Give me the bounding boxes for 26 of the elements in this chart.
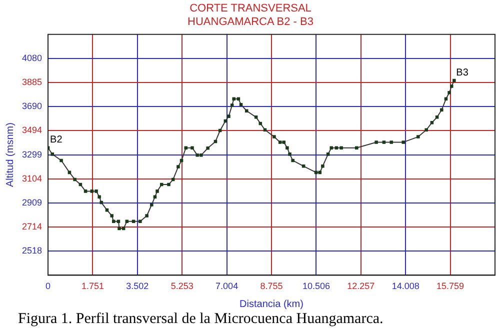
y-tick-label: 4080 bbox=[22, 52, 42, 63]
y-tick-label: 2909 bbox=[22, 197, 42, 208]
x-tick-label: 15.759 bbox=[436, 281, 464, 292]
x-tick-label: 5.253 bbox=[170, 281, 194, 292]
x-tick-label: 14.008 bbox=[392, 281, 420, 292]
x-tick-label: 8.755 bbox=[260, 281, 283, 292]
x-tick-label: 12.257 bbox=[347, 281, 375, 292]
x-tick-label: 7.004 bbox=[216, 281, 238, 292]
annotation: B3 bbox=[456, 67, 469, 78]
y-tick-label: 2518 bbox=[22, 246, 42, 256]
x-axis-title: Distancia (km) bbox=[240, 298, 304, 310]
text: Figura 1. Perfil transversal de la Microcuenca Huangamarca. bbox=[18, 311, 384, 328]
x-tick-label: 3.502 bbox=[126, 281, 149, 292]
chart-title: CORTE TRANSVERSAL bbox=[190, 2, 312, 15]
annotation: B2 bbox=[50, 134, 63, 146]
x-tick-label: 10.506 bbox=[302, 281, 330, 292]
y-tick-label: 3104 bbox=[22, 173, 42, 184]
chart-subtitle: HUANGAMARCA B2 - B3 bbox=[188, 16, 314, 28]
y-tick-label: 3885 bbox=[22, 76, 42, 87]
y-tick-label: 3690 bbox=[22, 101, 42, 112]
y-tick-label: 3299 bbox=[22, 149, 42, 160]
y-axis-title: Altitud (msnm) bbox=[4, 122, 16, 188]
x-tick-label: 1.751 bbox=[81, 281, 104, 292]
x-tick-label: 0 bbox=[46, 281, 51, 292]
y-tick-label: 2714 bbox=[22, 221, 42, 232]
y-tick-label: 3494 bbox=[22, 125, 42, 136]
